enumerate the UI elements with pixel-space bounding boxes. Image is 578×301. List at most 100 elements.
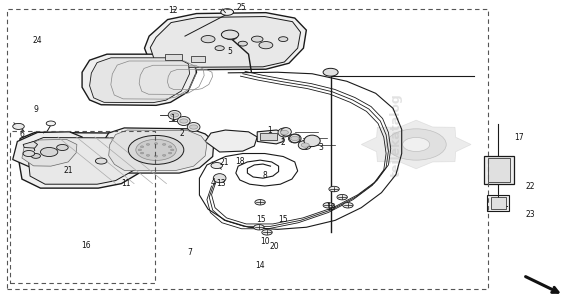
Circle shape xyxy=(146,154,150,156)
Ellipse shape xyxy=(281,128,291,136)
Text: 12: 12 xyxy=(169,6,178,15)
Polygon shape xyxy=(144,13,306,70)
Circle shape xyxy=(140,152,144,154)
Ellipse shape xyxy=(288,134,301,143)
Ellipse shape xyxy=(304,135,320,147)
Circle shape xyxy=(146,144,150,145)
Circle shape xyxy=(40,147,58,157)
Ellipse shape xyxy=(177,116,190,126)
Polygon shape xyxy=(257,130,283,144)
Text: 21: 21 xyxy=(64,166,73,175)
Circle shape xyxy=(190,125,198,129)
Circle shape xyxy=(251,36,263,42)
Text: 4: 4 xyxy=(210,178,215,187)
Text: 24: 24 xyxy=(33,36,42,45)
Circle shape xyxy=(238,41,247,46)
Text: 5: 5 xyxy=(228,47,232,56)
Circle shape xyxy=(57,144,68,150)
Ellipse shape xyxy=(278,128,291,137)
Circle shape xyxy=(201,36,215,43)
Polygon shape xyxy=(23,141,38,148)
Ellipse shape xyxy=(213,174,226,183)
Text: 16: 16 xyxy=(81,241,90,250)
Text: 6: 6 xyxy=(20,130,24,139)
Circle shape xyxy=(221,30,239,39)
Text: teilekatalog: teilekatalog xyxy=(390,94,402,177)
Circle shape xyxy=(136,139,176,160)
Text: 8: 8 xyxy=(262,171,267,180)
Circle shape xyxy=(13,123,24,129)
Text: 17: 17 xyxy=(514,133,524,142)
Text: 1: 1 xyxy=(170,114,175,123)
Bar xyxy=(491,197,506,209)
Text: 20: 20 xyxy=(270,242,279,251)
Ellipse shape xyxy=(290,134,300,143)
Bar xyxy=(488,158,510,182)
Circle shape xyxy=(95,158,107,164)
Text: 21: 21 xyxy=(220,158,229,167)
Circle shape xyxy=(337,194,347,200)
Polygon shape xyxy=(13,132,84,169)
Ellipse shape xyxy=(299,141,312,150)
Circle shape xyxy=(168,146,172,148)
Circle shape xyxy=(255,200,265,205)
Circle shape xyxy=(154,155,158,157)
Text: 19: 19 xyxy=(326,203,335,212)
Circle shape xyxy=(31,154,40,158)
Bar xyxy=(260,133,277,140)
Circle shape xyxy=(329,186,339,192)
Text: 1: 1 xyxy=(267,126,272,135)
Circle shape xyxy=(23,150,35,157)
Text: 23: 23 xyxy=(526,210,535,219)
Circle shape xyxy=(259,42,273,49)
Text: 14: 14 xyxy=(255,261,265,270)
Ellipse shape xyxy=(168,110,181,119)
Circle shape xyxy=(46,121,55,126)
Circle shape xyxy=(386,129,446,160)
Circle shape xyxy=(171,149,174,151)
Bar xyxy=(484,156,514,184)
Polygon shape xyxy=(150,17,301,67)
Text: 25: 25 xyxy=(237,3,246,12)
Text: 9: 9 xyxy=(34,105,38,114)
Polygon shape xyxy=(17,132,146,188)
Bar xyxy=(487,195,509,211)
Text: 22: 22 xyxy=(526,182,535,191)
Circle shape xyxy=(225,34,237,40)
Circle shape xyxy=(343,203,353,208)
Polygon shape xyxy=(205,130,257,152)
Circle shape xyxy=(262,230,272,235)
Circle shape xyxy=(140,146,144,148)
Polygon shape xyxy=(109,130,207,170)
Circle shape xyxy=(154,143,158,144)
Text: 7: 7 xyxy=(187,248,192,257)
Circle shape xyxy=(128,135,184,164)
Polygon shape xyxy=(90,58,190,103)
Circle shape xyxy=(162,144,166,145)
Text: 3: 3 xyxy=(318,143,323,152)
Text: 15: 15 xyxy=(279,215,288,224)
Polygon shape xyxy=(22,139,77,166)
Circle shape xyxy=(180,119,188,123)
Text: 11: 11 xyxy=(121,178,131,188)
Circle shape xyxy=(254,225,264,230)
Polygon shape xyxy=(101,128,214,173)
Text: 2: 2 xyxy=(281,138,286,147)
Circle shape xyxy=(221,9,234,15)
Circle shape xyxy=(168,152,172,154)
Text: 18: 18 xyxy=(235,157,244,166)
Circle shape xyxy=(280,130,288,135)
Polygon shape xyxy=(361,120,471,169)
Text: 15: 15 xyxy=(257,215,266,224)
Circle shape xyxy=(403,138,429,151)
Bar xyxy=(191,56,205,62)
Polygon shape xyxy=(28,138,139,184)
Bar xyxy=(165,54,182,60)
Text: 2: 2 xyxy=(180,129,184,138)
Ellipse shape xyxy=(187,123,200,132)
Circle shape xyxy=(301,143,309,147)
Circle shape xyxy=(211,163,223,169)
Ellipse shape xyxy=(298,141,309,149)
Polygon shape xyxy=(82,54,197,105)
Circle shape xyxy=(162,154,166,156)
